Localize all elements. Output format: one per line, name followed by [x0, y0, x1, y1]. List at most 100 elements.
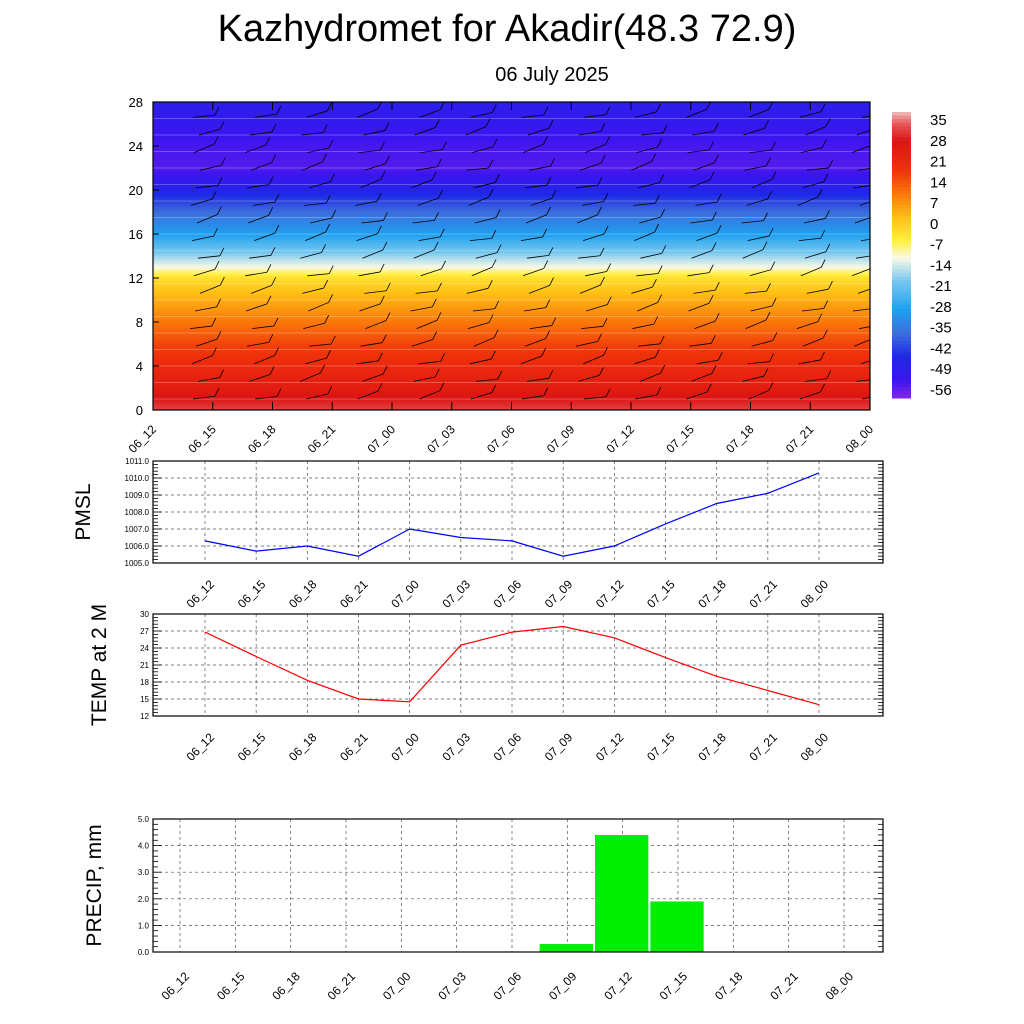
wind-barb: [640, 252, 662, 259]
wind-barb: [191, 235, 214, 241]
wind-barb: [362, 373, 384, 382]
wind-barb-flag: [820, 259, 826, 268]
colorbar-swatch: [892, 187, 911, 192]
wind-barb: [742, 249, 764, 259]
wind-barb-flag: [330, 173, 335, 182]
temperature-band: [153, 228, 870, 232]
wind-barb-flag: [883, 230, 887, 238]
wind-barb-flag: [214, 261, 220, 270]
colorbar-swatch: [892, 165, 911, 170]
wind-barb: [255, 113, 277, 118]
y-tick-label: 24: [129, 139, 143, 154]
wind-barb: [741, 220, 764, 224]
wind-barb-flag: [771, 171, 777, 180]
wind-barb-flag: [551, 317, 557, 326]
temperature-band: [153, 123, 870, 128]
colorbar-label: 35: [930, 112, 947, 129]
temperature-band: [153, 360, 870, 364]
wind-barb: [252, 325, 275, 329]
temperature-band: [153, 156, 870, 161]
wind-barb-flag: [487, 280, 493, 289]
wind-barb: [470, 392, 493, 400]
colorbar-swatch: [892, 140, 911, 145]
colorbar-swatch: [892, 122, 911, 127]
temperature-band: [153, 118, 870, 122]
wind-barb-flag: [709, 171, 715, 181]
temperature-band: [153, 387, 870, 392]
wind-barb: [857, 288, 870, 294]
wind-barb: [469, 238, 492, 241]
temperature-band: [153, 351, 870, 356]
wind-barb: [251, 162, 272, 171]
wind-barb-flag: [385, 312, 391, 321]
wind-barb-flag: [597, 177, 603, 186]
wind-barb-flag: [541, 347, 546, 357]
wind-barb-flag: [605, 136, 610, 145]
temperature-band: [153, 170, 870, 174]
temperature-band: [153, 115, 870, 119]
wind-barb-flag: [543, 106, 549, 116]
temperature-band: [153, 373, 870, 378]
wind-barb-flag: [820, 351, 825, 361]
wind-barb-flag: [440, 353, 445, 362]
wind-barb: [363, 130, 386, 136]
colorbar-swatch: [892, 330, 911, 335]
wind-barb: [796, 321, 818, 329]
wind-barb-flag: [432, 331, 438, 340]
temperature-band: [153, 398, 870, 403]
colorbar-label: -42: [930, 340, 952, 357]
wind-barb-flag: [710, 335, 716, 344]
temperature-band: [153, 206, 870, 210]
wind-barb-flag: [270, 247, 276, 256]
wind-barb-flag: [551, 190, 557, 199]
colorbar-label: -21: [930, 278, 952, 295]
temperature-band: [153, 376, 870, 381]
wind-barb-flag: [431, 298, 437, 308]
x-tick-label: 07_06: [491, 730, 525, 764]
wind-barb-flag: [708, 141, 714, 151]
temperature-band: [153, 329, 870, 334]
wind-barb: [634, 356, 656, 365]
x-tick-label: 07_12: [604, 422, 638, 456]
wind-barb-flag: [600, 154, 606, 164]
wind-barb: [196, 214, 218, 224]
wind-barb: [411, 179, 433, 189]
wind-barb-flag: [437, 282, 442, 292]
wind-barb-flag: [274, 224, 280, 234]
wind-barb-flag: [603, 347, 608, 356]
colorbar-swatch: [892, 337, 911, 342]
temperature-band: [153, 162, 870, 166]
wind-barb-flag: [214, 388, 220, 397]
y-tick-label: 27: [140, 627, 149, 636]
x-tick-label: 07_00: [388, 730, 422, 764]
colorbar-swatch: [892, 287, 911, 292]
wind-barb-flag: [324, 315, 330, 324]
wind-barb-flag: [382, 365, 388, 375]
colorbar-label: -7: [930, 237, 943, 254]
y-tick-label: 0: [136, 403, 143, 418]
wind-barb-flag: [606, 296, 612, 305]
wind-barb: [522, 268, 544, 277]
temperature-band: [153, 217, 870, 221]
colorbar-swatch: [892, 240, 911, 245]
colorbar-swatch: [892, 133, 911, 138]
plot-frame: [152, 613, 884, 717]
colorbar-swatch: [892, 376, 911, 381]
temperature-band: [153, 307, 870, 312]
colorbar-swatch: [892, 265, 911, 270]
colorbar-swatch: [892, 247, 911, 252]
wind-barb-flag: [771, 297, 777, 307]
wind-barb: [467, 322, 490, 329]
x-tick-label: 06_15: [235, 577, 269, 611]
wind-barb: [358, 149, 381, 153]
temperature-band: [153, 222, 870, 227]
wind-barb: [530, 197, 552, 206]
wind-barb-flag: [488, 188, 494, 198]
wind-barb: [527, 127, 550, 136]
plot-frame: [152, 818, 884, 953]
colorbar-swatch: [892, 151, 911, 156]
wind-barb: [465, 126, 487, 136]
wind-barb-flag: [548, 370, 554, 379]
wind-barb-flag: [878, 120, 882, 128]
colorbar-swatch: [892, 383, 911, 388]
